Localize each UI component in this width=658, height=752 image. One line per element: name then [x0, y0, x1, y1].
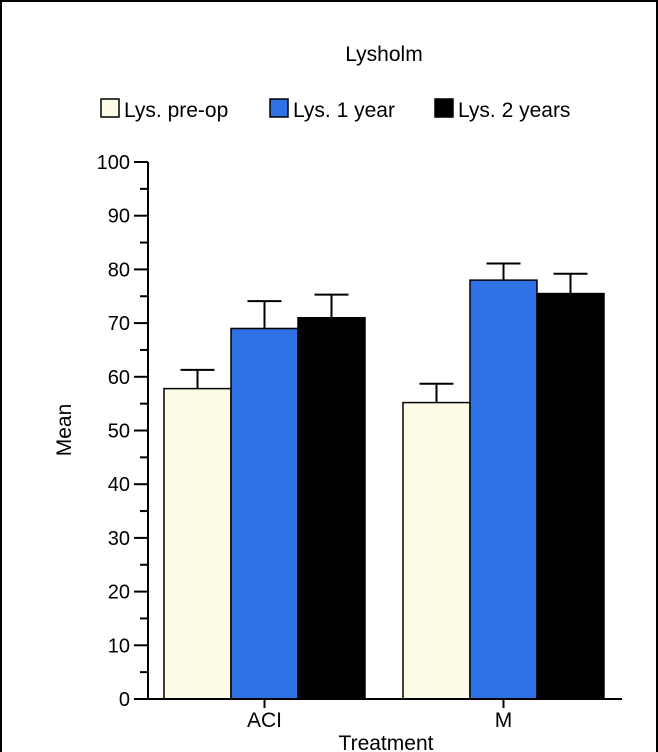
y-tick-label: 10 [108, 635, 130, 657]
bar [402, 401, 471, 700]
x-axis-label: Treatment [339, 732, 434, 752]
y-tick-label: 30 [108, 528, 130, 550]
x-tick-label: ACI [247, 709, 282, 732]
legend-swatch [434, 98, 454, 118]
y-tick-label: 100 [97, 152, 130, 174]
x-tick-label: M [495, 709, 513, 732]
y-tick-label: 20 [108, 582, 130, 604]
legend-label: Lys. 1 year [293, 99, 395, 122]
legend-item: Lys. 2 years [434, 98, 570, 122]
legend-swatch [100, 98, 120, 118]
y-tick-label: 50 [108, 421, 130, 443]
bars [163, 279, 605, 700]
y-tick-label: 40 [108, 474, 130, 496]
x-axis: ACI M [148, 698, 622, 732]
chart-title: Lysholm [345, 43, 422, 66]
y-tick-label: 80 [108, 259, 130, 281]
legend-item: Lys. 1 year [269, 98, 395, 122]
plot-area: 0 10 20 30 40 50 60 70 80 90 100 ACI M [97, 152, 622, 732]
bar [163, 387, 232, 700]
error-bars [180, 262, 588, 403]
legend: Lys. pre-op Lys. 1 year Lys. 2 years [100, 98, 570, 122]
legend-label: Lys. pre-op [124, 99, 228, 122]
y-tick-label: 60 [108, 367, 130, 389]
bar [297, 316, 366, 700]
bar [536, 292, 605, 700]
y-tick-label: 90 [108, 206, 130, 228]
legend-label: Lys. 2 years [458, 99, 570, 122]
legend-swatch [269, 98, 289, 118]
legend-item: Lys. pre-op [100, 98, 228, 122]
y-axis: 0 10 20 30 40 50 60 70 80 90 100 [97, 152, 149, 711]
y-axis-label: Mean [53, 404, 76, 457]
y-tick-label: 0 [119, 689, 130, 711]
bar [469, 279, 538, 700]
bar [230, 327, 299, 700]
y-tick-label: 70 [108, 313, 130, 335]
